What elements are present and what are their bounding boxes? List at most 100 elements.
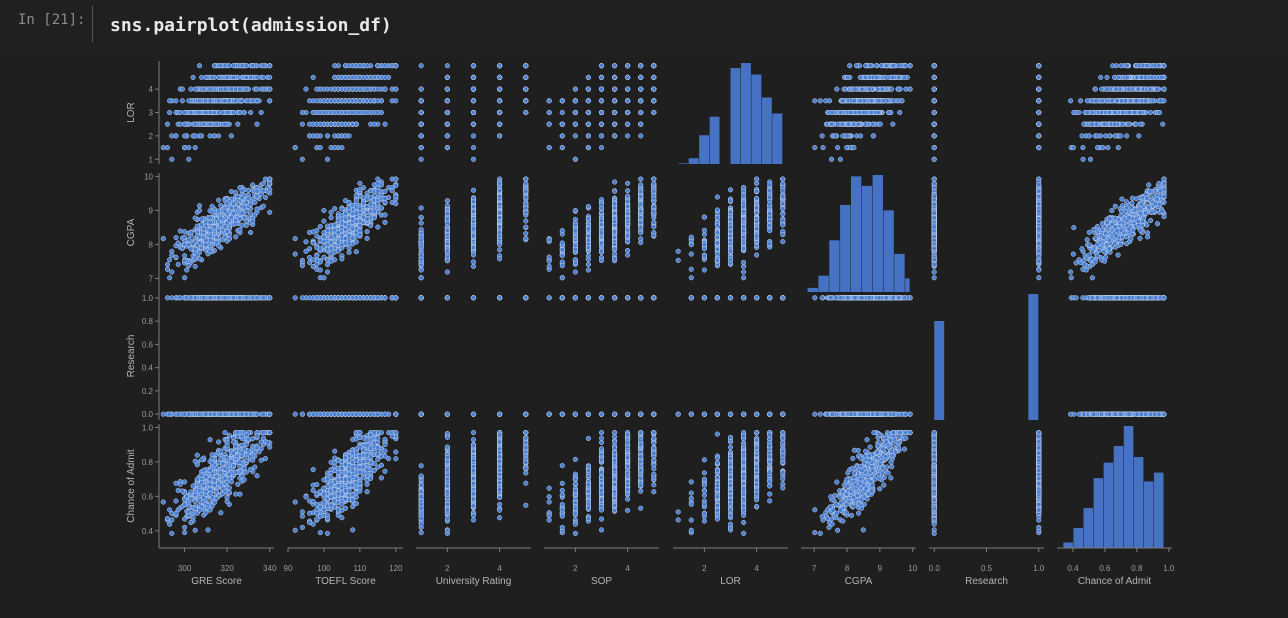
scatter-point (393, 176, 399, 182)
scatter-point (207, 215, 213, 221)
scatter-point (179, 86, 185, 92)
scatter-point (167, 109, 173, 116)
scatter-point (859, 86, 865, 92)
scatter-point (378, 98, 384, 104)
scatter-point (1093, 121, 1099, 127)
scatter-point (228, 133, 234, 139)
scatter-point (260, 180, 266, 187)
scatter-point (903, 63, 909, 69)
panel-lor-vs-toefl-score (292, 63, 399, 162)
scatter-point (1111, 74, 1118, 80)
scatter-point (254, 74, 260, 80)
scatter-point (218, 215, 224, 221)
scatter-point (585, 109, 591, 116)
scatter-point (444, 145, 450, 151)
scatter-point (612, 86, 618, 92)
scatter-point (324, 261, 331, 268)
scatter-point (267, 176, 273, 182)
scatter-point (303, 86, 309, 92)
scatter-point (883, 74, 889, 80)
scatter-point (1159, 74, 1165, 80)
scatter-point (863, 63, 869, 69)
scatter-point (1078, 98, 1084, 104)
scatter-point (523, 98, 529, 104)
scatter-point (834, 86, 840, 92)
scatter-point (1144, 63, 1150, 69)
scatter-point (559, 98, 565, 104)
scatter-point (393, 63, 399, 69)
scatter-point (201, 86, 207, 92)
scatter-point (444, 63, 450, 69)
scatter-point (853, 63, 859, 69)
scatter-point (1076, 109, 1082, 116)
scatter-point (393, 98, 399, 104)
scatter-point (1079, 133, 1085, 139)
scatter-point (897, 109, 903, 116)
scatter-point (895, 86, 902, 92)
scatter-point (342, 240, 349, 246)
panel-lor-vs-university-rating (418, 63, 529, 162)
scatter-point (638, 63, 644, 69)
scatter-point (375, 224, 381, 230)
scatter-point (1104, 86, 1110, 92)
scatter-point (858, 133, 864, 139)
scatter-point (829, 109, 835, 116)
code-input[interactable]: sns.pairplot(admission_df) (110, 15, 392, 36)
scatter-point (598, 74, 605, 80)
scatter-point (203, 237, 209, 243)
scatter-point (353, 121, 359, 127)
scatter-point (235, 121, 241, 127)
scatter-point (470, 204, 477, 210)
scatter-point (1118, 63, 1124, 69)
scatter-point (177, 121, 183, 127)
scatter-point (1156, 63, 1162, 69)
scatter-point (875, 109, 881, 116)
scatter-point (1124, 63, 1130, 69)
scatter-point (357, 98, 363, 104)
scatter-point (239, 210, 245, 216)
scatter-point (444, 74, 450, 80)
scatter-point (350, 86, 356, 92)
hist-bar (709, 116, 720, 164)
scatter-point (164, 266, 171, 272)
scatter-point (585, 98, 591, 104)
scatter-point (470, 244, 477, 251)
scatter-point (1113, 86, 1119, 92)
scatter-point (209, 209, 215, 215)
scatter-point (444, 241, 450, 247)
panel-lor-vs-chance-of-admit (1068, 63, 1167, 162)
scatter-point (332, 222, 338, 228)
scatter-point (444, 198, 450, 204)
scatter-point (230, 201, 237, 207)
scatter-point (199, 133, 205, 139)
scatter-point (418, 275, 424, 281)
scatter-point (243, 86, 249, 92)
scatter-point (211, 63, 217, 69)
scatter-point (218, 63, 224, 69)
scatter-point (1094, 133, 1100, 139)
scatter-point (224, 200, 230, 206)
scatter-point (216, 74, 222, 80)
scatter-point (598, 63, 605, 69)
scatter-point (497, 256, 503, 262)
scatter-point (314, 253, 320, 259)
scatter-point (250, 218, 256, 224)
scatter-point (1036, 145, 1042, 151)
scatter-point (237, 109, 243, 116)
scatter-point (523, 205, 529, 211)
scatter-point (192, 215, 198, 221)
scatter-point (310, 109, 316, 116)
scatter-point (497, 121, 503, 127)
scatter-point (167, 98, 173, 104)
scatter-point (196, 207, 203, 214)
scatter-point (342, 133, 349, 139)
scatter-point (1099, 86, 1105, 92)
scatter-point (1127, 98, 1133, 104)
code-cell[interactable]: In [21]: sns.pairplot(admission_df) (0, 0, 1288, 58)
scatter-point (1135, 86, 1141, 92)
scatter-point (203, 242, 209, 248)
hist-bar (730, 68, 741, 164)
scatter-point (188, 109, 194, 116)
scatter-point (196, 203, 203, 209)
scatter-point (862, 121, 868, 127)
